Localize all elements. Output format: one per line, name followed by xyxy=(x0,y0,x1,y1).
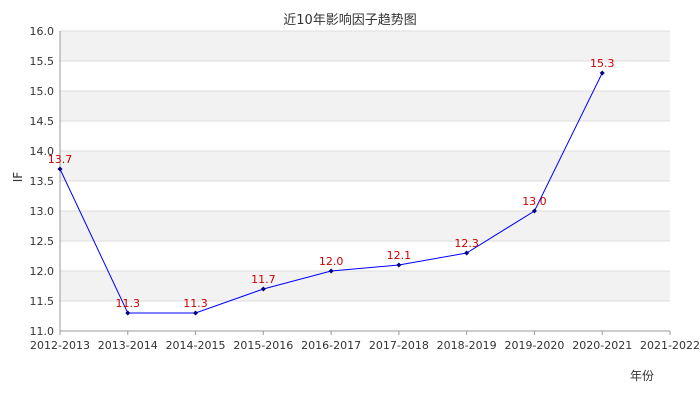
x-tick-label: 2016-2017 xyxy=(301,339,361,352)
grid-band xyxy=(60,211,670,241)
grid-band xyxy=(60,271,670,301)
data-label: 13.0 xyxy=(522,195,547,208)
y-tick-label: 15.5 xyxy=(30,55,55,68)
grid-band xyxy=(60,31,670,61)
y-tick-label: 13.0 xyxy=(30,205,55,218)
y-tick-label: 11.5 xyxy=(30,295,55,308)
y-tick-label: 12.0 xyxy=(30,265,55,278)
data-point xyxy=(125,310,131,316)
y-tick-label: 11.0 xyxy=(30,325,55,338)
data-point xyxy=(531,208,537,214)
data-point xyxy=(599,70,605,76)
x-tick-label: 2018-2019 xyxy=(437,339,497,352)
grid-band xyxy=(60,91,670,121)
x-tick-label: 2012-2013 xyxy=(30,339,90,352)
y-tick-label: 13.5 xyxy=(30,175,55,188)
x-tick-label: 2017-2018 xyxy=(369,339,429,352)
data-label: 15.3 xyxy=(590,57,615,70)
data-point xyxy=(396,262,402,268)
x-tick-label: 2014-2015 xyxy=(166,339,226,352)
data-point xyxy=(260,286,266,292)
data-label: 12.0 xyxy=(319,255,344,268)
x-axis-title: 年份 xyxy=(630,369,655,383)
x-tick-label: 2015-2016 xyxy=(233,339,293,352)
x-tick-label: 2021-2022 xyxy=(640,339,700,352)
chart-title: 近10年影响因子趋势图 xyxy=(283,13,417,28)
y-tick-label: 14.5 xyxy=(30,115,55,128)
x-tick-label: 2013-2014 xyxy=(98,339,158,352)
y-tick-label: 15.0 xyxy=(30,85,55,98)
y-tick-label: 12.5 xyxy=(30,235,55,248)
y-tick-label: 16.0 xyxy=(30,25,55,38)
data-label: 12.3 xyxy=(454,237,479,250)
y-tick-label: 14.0 xyxy=(30,145,55,158)
data-label: 11.3 xyxy=(183,297,208,310)
data-point xyxy=(193,310,199,316)
data-point xyxy=(328,268,334,274)
data-label: 13.7 xyxy=(48,153,73,166)
data-label: 12.1 xyxy=(387,249,412,262)
grid-band xyxy=(60,151,670,181)
data-point xyxy=(464,250,470,256)
data-label: 11.3 xyxy=(116,297,141,310)
x-tick-label: 2019-2020 xyxy=(504,339,564,352)
data-label: 11.7 xyxy=(251,273,276,286)
data-point xyxy=(57,166,63,172)
x-tick-label: 2020-2021 xyxy=(572,339,632,352)
